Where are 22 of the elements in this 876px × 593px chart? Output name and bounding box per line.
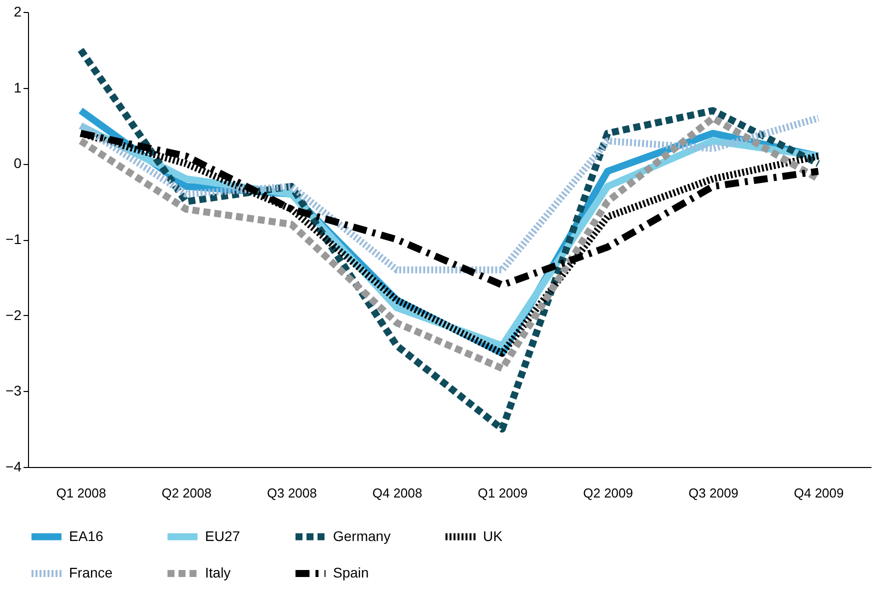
- x-tick-label: Q2 2009: [583, 486, 633, 500]
- y-tick-label: 2: [14, 4, 22, 20]
- legend-label: EA16: [69, 528, 104, 544]
- y-tick-label: −2: [6, 306, 22, 323]
- legend-label: France: [69, 564, 113, 580]
- legend-label: Germany: [333, 528, 391, 544]
- x-tick-label: Q1 2008: [56, 486, 106, 500]
- legend-label: UK: [483, 528, 504, 544]
- x-tick-label: Q2 2008: [162, 486, 212, 500]
- x-tick-label: Q4 2008: [372, 486, 422, 500]
- x-tick-label: Q4 2009: [794, 486, 844, 500]
- y-tick-label: 0: [14, 155, 22, 172]
- y-tick-label: −4: [6, 458, 22, 474]
- y-tick-label: 1: [14, 79, 22, 96]
- legend-label: EU27: [205, 528, 240, 544]
- y-tick-label: −3: [6, 382, 22, 399]
- legend-label: Italy: [205, 564, 231, 580]
- x-tick-label: Q3 2009: [688, 486, 738, 500]
- legend-label: Spain: [333, 564, 369, 580]
- x-tick-label: Q3 2008: [267, 486, 317, 500]
- x-tick-label: Q1 2009: [478, 486, 528, 500]
- y-tick-label: −1: [6, 231, 22, 247]
